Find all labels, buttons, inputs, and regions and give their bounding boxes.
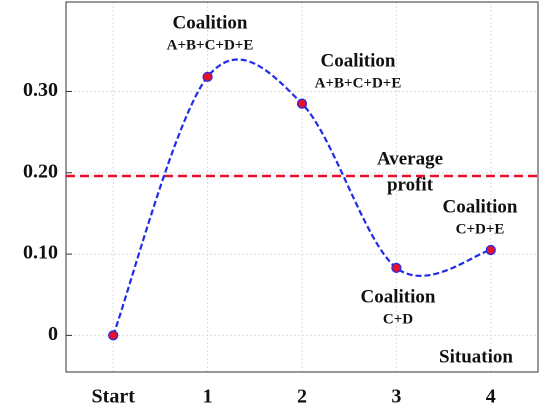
data-point [391, 262, 402, 274]
annotation-title: Coalition [361, 286, 436, 307]
series-line [112, 58, 492, 336]
annotation-detail: C+D [383, 311, 413, 327]
plot-frame [65, 1, 539, 373]
annotation-detail: A+B+C+D+E [315, 75, 402, 91]
x-tick-label: 4 [486, 386, 496, 408]
x-tick-label: 3 [391, 386, 401, 408]
annotation-title: Coalition [321, 50, 396, 71]
y-tick-label: 0.10 [23, 242, 58, 264]
data-point [485, 244, 496, 256]
x-tick-label: 1 [203, 386, 213, 408]
x-tick-label: Start [92, 386, 136, 408]
x-tick-label: 2 [297, 386, 307, 408]
data-point [108, 330, 119, 341]
x-axis-label: Situation [439, 346, 513, 367]
y-tick-label: 0 [48, 323, 58, 345]
data-point [296, 98, 308, 109]
data-point [202, 71, 213, 82]
y-tick-label: 0.20 [23, 160, 58, 182]
average-label: Average [377, 148, 443, 169]
annotation-detail: A+B+C+D+E [167, 37, 254, 53]
annotation-title: Coalition [173, 12, 248, 33]
annotation-title: Coalition [443, 196, 518, 217]
annotation-detail: C+D+E [456, 221, 505, 237]
average-label: profit [387, 174, 434, 195]
y-tick-label: 0.30 [23, 79, 58, 101]
